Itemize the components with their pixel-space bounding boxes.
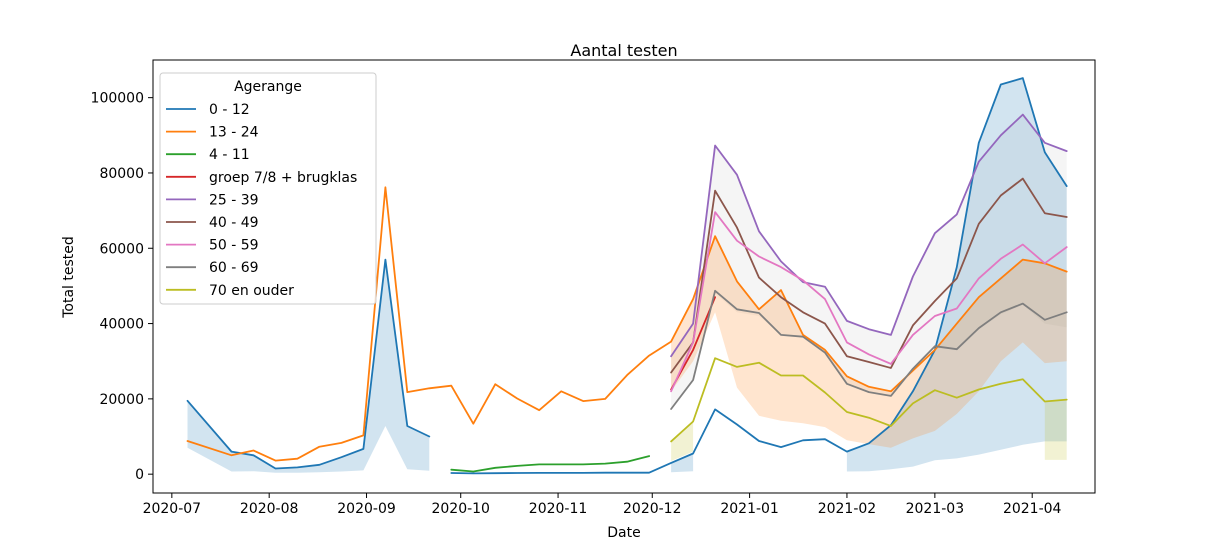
legend-label: 70 en ouder [209, 283, 294, 299]
x-axis: 2020-07 2020-08 2020-09 2020-10 2020-11 2020-… [143, 493, 1062, 517]
series-lines [186, 77, 1068, 475]
legend-label: groep 7/8 + brugklas [209, 170, 357, 186]
series-line-7 [670, 289, 1068, 410]
series-line-4 [670, 113, 1068, 358]
y-tick-label: 80000 [99, 166, 144, 182]
x-tick-label: 2020-11 [529, 501, 588, 517]
series-line-5 [670, 177, 1068, 374]
x-tick-label: 2020-09 [337, 501, 396, 517]
legend-title: Agerange [234, 79, 302, 95]
y-tick-label: 60000 [99, 241, 144, 257]
legend: Agerange 0 - 12 13 - 24 4 - 11 groep 7/8 + … [159, 72, 377, 305]
x-tick-label: 2021-01 [720, 501, 779, 517]
x-tick-label: 2020-10 [431, 501, 490, 517]
series-line-2 [450, 455, 650, 473]
x-tick-label: 2021-04 [1003, 501, 1062, 517]
series-line-6 [670, 211, 1068, 393]
legend-label: 60 - 69 [209, 260, 259, 276]
x-tick-label: 2020-07 [143, 501, 202, 517]
band-series-0-1 [671, 453, 694, 473]
x-tick-label: 2021-03 [906, 501, 965, 517]
y-axis-label: Total tested [61, 236, 77, 319]
y-axis: 0 20000 40000 60000 80000 100000 [91, 91, 153, 483]
x-axis-label: Date [607, 525, 640, 541]
band-series-0-0 [187, 259, 430, 473]
legend-label: 40 - 49 [209, 215, 259, 231]
plot-frame [152, 59, 1096, 494]
legend-label: 4 - 11 [209, 147, 250, 163]
y-tick-label: 0 [135, 467, 144, 483]
band-series-0-2 [846, 78, 1067, 472]
y-tick-label: 20000 [99, 392, 144, 408]
band-series-8-1 [1044, 399, 1067, 460]
series-line-1 [186, 186, 1068, 462]
legend-label: 50 - 59 [209, 238, 259, 254]
legend-label: 25 - 39 [209, 192, 259, 208]
legend-label: 13 - 24 [209, 125, 259, 141]
legend-items: 0 - 12 13 - 24 4 - 11 groep 7/8 + brugklas 2… [166, 102, 357, 299]
series-line-0 [186, 77, 1068, 475]
chart-title: Aantal testen [570, 41, 677, 60]
y-tick-label: 40000 [99, 317, 144, 333]
x-tick-label: 2020-08 [240, 501, 299, 517]
legend-label: 0 - 12 [209, 102, 250, 118]
legend-box [159, 72, 377, 305]
x-tick-label: 2020-12 [623, 501, 682, 517]
y-tick-label: 100000 [91, 91, 144, 107]
band-series-1-0 [671, 236, 1067, 448]
band-series-8-0 [671, 421, 694, 461]
x-tick-label: 2021-02 [818, 501, 877, 517]
series-line-8 [670, 357, 1068, 443]
